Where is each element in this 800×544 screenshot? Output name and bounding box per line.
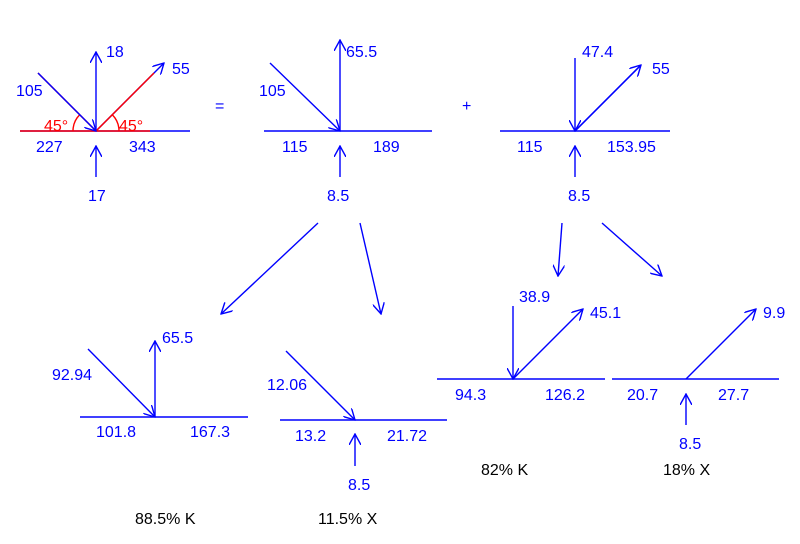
label-diag-right: 45.1 — [590, 305, 621, 322]
caption: 82% K — [481, 462, 528, 479]
node-component-2: 47.4 55 115 153.95 8.5 — [500, 44, 670, 205]
split-arrow-to-k-1 — [221, 222, 319, 314]
node-total: 18 105 55 45° 45° 227 343 17 — [16, 44, 190, 205]
node-result-x-2: 9.9 20.7 27.7 8.5 18% X — [612, 305, 785, 479]
label-right: 21.72 — [387, 428, 427, 445]
arrow-diag-right-tail — [574, 64, 642, 132]
label-down: 8.5 — [568, 188, 590, 205]
label-diag-left: 92.94 — [52, 367, 92, 384]
caption: 18% X — [663, 462, 710, 479]
label-left: 101.8 — [96, 424, 136, 441]
label-right: 27.7 — [718, 387, 749, 404]
arrow-diag-left — [269, 62, 340, 131]
arrow-diag-left — [285, 350, 355, 420]
node-component-1: 65.5 105 115 189 8.5 — [259, 40, 432, 205]
label-diag-right: 55 — [172, 61, 190, 78]
angle-label-left: 45° — [44, 118, 68, 135]
plus-sign: + — [462, 98, 471, 115]
node-result-x-1: 12.06 13.2 21.72 8.5 11.5% X — [267, 350, 447, 528]
label-diag-right: 55 — [652, 61, 670, 78]
arrow-diag-left — [87, 348, 155, 417]
label-left: 115 — [517, 139, 543, 156]
equals-sign: = — [215, 98, 224, 115]
caption: 11.5% X — [318, 511, 378, 528]
label-up: 65.5 — [162, 330, 193, 347]
arrow-diag-right — [512, 309, 583, 380]
label-up: 18 — [106, 44, 124, 61]
node-result-k-2: 38.9 45.1 94.3 126.2 82% K — [437, 289, 621, 479]
node-result-k-1: 65.5 92.94 101.8 167.3 88.5% K — [52, 330, 248, 528]
angle-arc-left — [72, 114, 81, 132]
label-left: 227 — [36, 139, 63, 156]
label-down: 8.5 — [348, 477, 370, 494]
label-diag-left: 105 — [16, 83, 43, 100]
label-down: 8.5 — [679, 436, 701, 453]
label-left: 115 — [282, 139, 308, 156]
angle-leg-right — [95, 72, 155, 132]
angle-arc-right — [111, 114, 120, 132]
label-diag-left: 105 — [259, 83, 286, 100]
label-diag-right: 9.9 — [763, 305, 785, 322]
split-arrow-to-x-2 — [601, 222, 662, 276]
split-arrow-to-x-1 — [359, 222, 381, 314]
split-arrow-to-k-2 — [558, 222, 562, 276]
arrow-diag-right — [685, 309, 756, 380]
label-right: 189 — [373, 139, 400, 156]
label-right: 126.2 — [545, 387, 585, 404]
label-up: 38.9 — [519, 289, 550, 306]
caption: 88.5% K — [135, 511, 196, 528]
label-diag-left: 12.06 — [267, 377, 307, 394]
label-up: 65.5 — [346, 44, 377, 61]
angle-label-right: 45° — [119, 118, 143, 135]
label-down: 17 — [88, 188, 106, 205]
label-left: 20.7 — [627, 387, 658, 404]
label-right: 167.3 — [190, 424, 230, 441]
arrow-diag-left — [37, 72, 96, 131]
label-down: 8.5 — [327, 188, 349, 205]
label-left: 94.3 — [455, 387, 486, 404]
label-right: 153.95 — [607, 139, 656, 156]
label-right: 343 — [129, 139, 156, 156]
label-left: 13.2 — [295, 428, 326, 445]
label-up: 47.4 — [582, 44, 613, 61]
